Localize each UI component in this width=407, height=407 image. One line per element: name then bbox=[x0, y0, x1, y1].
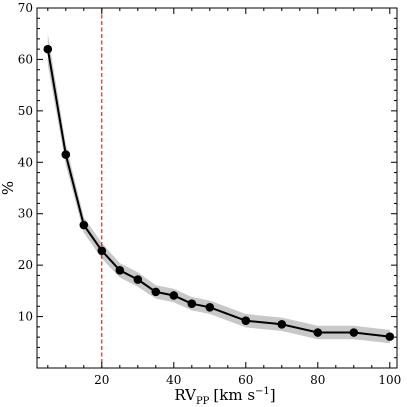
data-point-layer bbox=[43, 44, 395, 341]
data-point bbox=[241, 316, 251, 325]
y-tick-label: 10 bbox=[18, 310, 33, 324]
data-point bbox=[385, 332, 395, 341]
x-tick-label: 60 bbox=[238, 373, 253, 387]
x-axis-label-close: ] bbox=[270, 386, 276, 404]
y-tick-label: 60 bbox=[18, 52, 33, 66]
data-point bbox=[97, 246, 107, 256]
data-point bbox=[43, 44, 53, 54]
y-tick-label: 50 bbox=[18, 104, 33, 118]
series-line-layer bbox=[46, 48, 390, 338]
x-axis-label-units: [km s bbox=[213, 386, 255, 404]
data-point bbox=[349, 328, 359, 337]
x-tick-label: 80 bbox=[310, 373, 325, 387]
data-point bbox=[205, 303, 215, 312]
data-point bbox=[79, 220, 89, 230]
data-point bbox=[313, 328, 323, 337]
data-point bbox=[277, 319, 287, 329]
data-point bbox=[61, 150, 71, 159]
y-tick-label: 40 bbox=[18, 155, 33, 169]
y-tick-label: 20 bbox=[18, 258, 33, 272]
x-axis-label-subscript: PP bbox=[196, 396, 210, 407]
data-point bbox=[133, 275, 143, 284]
series-line bbox=[46, 48, 390, 338]
confidence-band-layer bbox=[47, 33, 390, 344]
tick-layer: 20 40 60 80 100 10 20 30 40 50 60 70 bbox=[18, 1, 402, 387]
data-point bbox=[151, 287, 161, 297]
x-tick-label: 20 bbox=[94, 373, 109, 387]
y-tick-label: 30 bbox=[18, 207, 33, 221]
x-tick-label: 100 bbox=[378, 373, 401, 387]
x-tick-label: 40 bbox=[166, 373, 181, 387]
y-tick-label: 70 bbox=[18, 1, 33, 15]
plot-frame bbox=[36, 7, 398, 369]
x-axis-label: RVPP [km s−1] bbox=[174, 386, 275, 407]
confidence-band bbox=[47, 33, 390, 344]
x-axis-label-main: RV bbox=[174, 386, 197, 404]
data-point bbox=[115, 265, 125, 275]
y-axis-label: % bbox=[0, 181, 17, 195]
data-point bbox=[169, 291, 179, 300]
x-axis-label-superscript: −1 bbox=[255, 386, 270, 397]
data-point bbox=[187, 299, 197, 309]
